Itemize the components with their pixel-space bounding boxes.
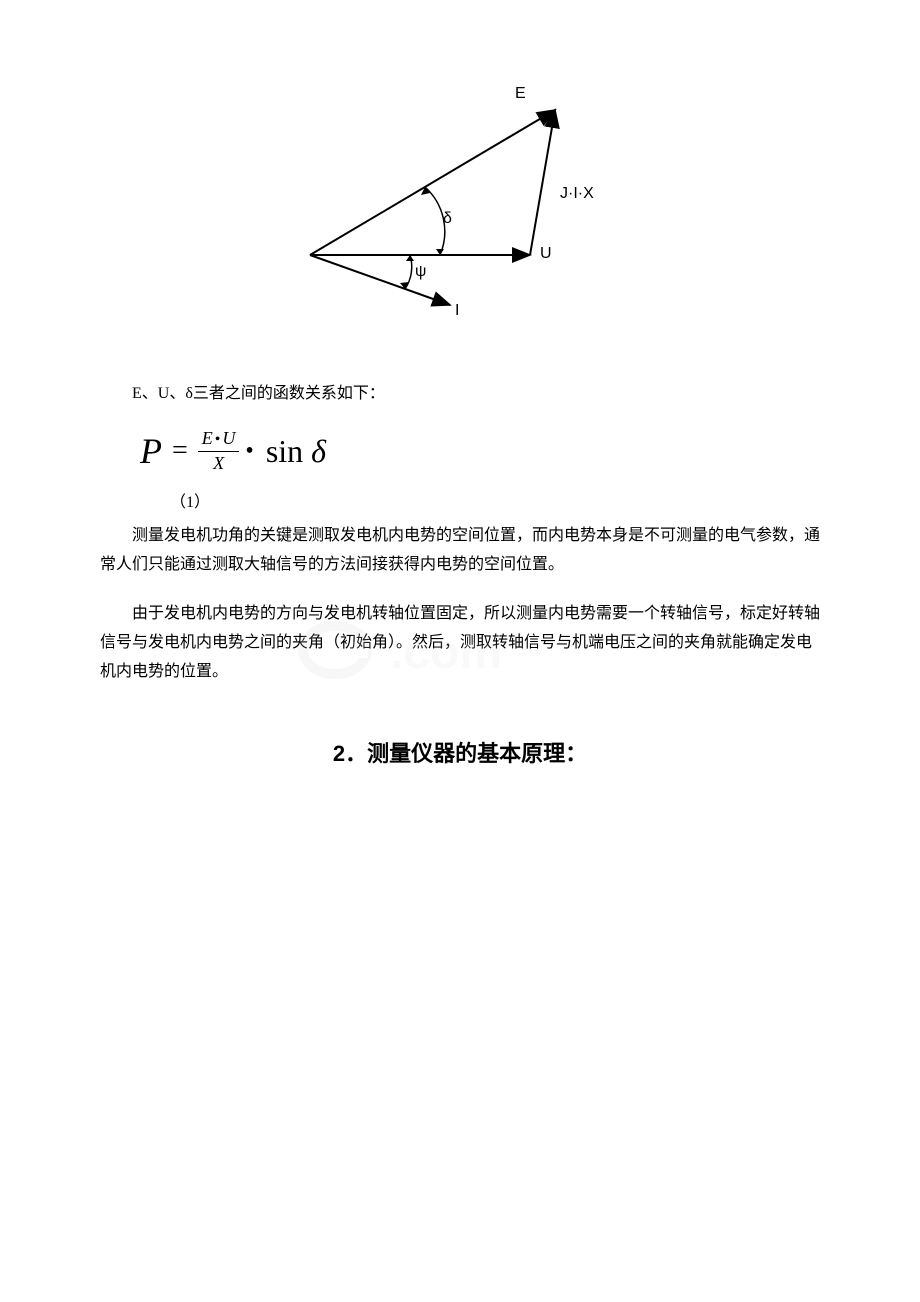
vector-diagram: E J·I·X U I δ ψ xyxy=(280,80,640,330)
formula-equals: = xyxy=(172,435,188,467)
diagram-label-u: U xyxy=(540,245,552,263)
paragraph-measurement-key: 测量发电机功角的关键是测取发电机内电势的空间位置，而内电势本身是不可测量的电气参… xyxy=(100,522,820,580)
diagram-label-i: I xyxy=(455,302,459,320)
formula-p: P xyxy=(140,430,162,472)
diagram-label-delta: δ xyxy=(443,210,452,228)
formula-block: P = E•U X • sin δ （1） xyxy=(140,429,820,513)
formula-numerator: E•U xyxy=(198,429,240,452)
paragraph-relation: E、U、δ三者之间的函数关系如下： xyxy=(100,380,820,409)
diagram-label-jix: J·I·X xyxy=(560,185,594,203)
vector-diagram-svg xyxy=(280,80,640,330)
formula-num-e: E xyxy=(202,428,213,448)
formula-denominator: X xyxy=(209,452,228,474)
formula-delta: δ xyxy=(311,433,326,470)
formula-num-u: U xyxy=(222,428,235,448)
formula-fraction: E•U X xyxy=(198,429,240,474)
formula-bullet2: • xyxy=(245,438,253,465)
formula-number: （1） xyxy=(170,488,820,512)
vector-diagram-container: E J·I·X U I δ ψ xyxy=(100,80,820,330)
diagram-label-psi: ψ xyxy=(415,263,426,281)
diagram-label-e: E xyxy=(515,85,526,103)
formula-sin: sin xyxy=(266,433,303,470)
power-formula: P = E•U X • sin δ xyxy=(140,429,820,474)
section-title: 2．测量仪器的基本原理： xyxy=(100,736,820,768)
paragraph-shaft-signal: 由于发电机内电势的方向与发电机转轴位置固定，所以测量内电势需要一个转轴信号，标定… xyxy=(100,600,820,686)
formula-num-bullet: • xyxy=(215,431,221,448)
